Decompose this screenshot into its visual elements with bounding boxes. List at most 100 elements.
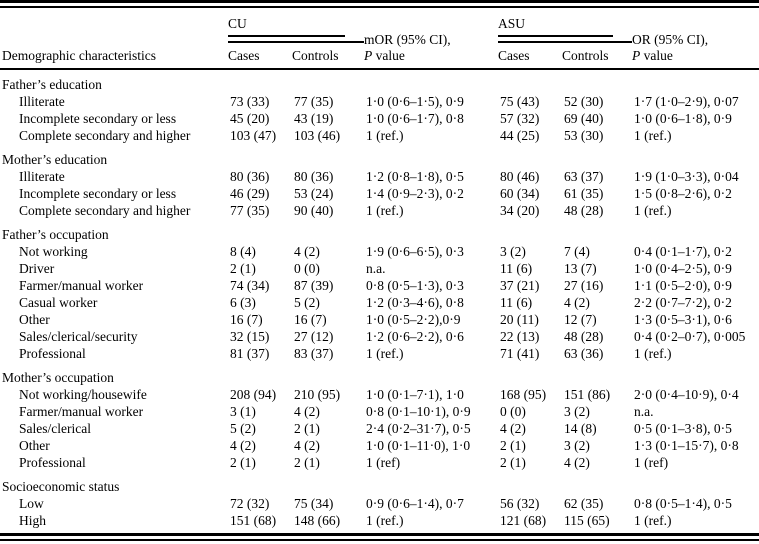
mor-cell: 1 (ref.) xyxy=(366,203,404,218)
asu-controls-header: Controls xyxy=(562,42,633,70)
section-row: Mother’s occupation xyxy=(0,362,759,386)
row-label: Casual worker xyxy=(19,295,98,310)
asu-controls-cell: 48 (28) xyxy=(564,203,604,218)
asu-cases-cell: 0 (0) xyxy=(500,404,526,419)
section-row: Socioeconomic status xyxy=(0,471,759,495)
table-row: Casual worker 6 (3) 5 (2) 1·2 (0·3–4·6), 0·… xyxy=(0,294,759,311)
table-body: Father’s education Illiterate 73 (33) 77 (3… xyxy=(0,69,759,533)
section-label: Mother’s occupation xyxy=(2,370,114,385)
row-label: Low xyxy=(19,496,44,511)
asu-cases-cell: 75 (43) xyxy=(500,94,540,109)
or-cell: 2·0 (0·4–10·9), 0·4 xyxy=(634,387,739,402)
or-cell: 0·4 (0·1–1·7), 0·2 xyxy=(634,244,732,259)
section-row: Father’s occupation xyxy=(0,219,759,243)
row-label: Sales/clerical xyxy=(19,421,91,436)
mor-cell: 1·4 (0·9–2·3), 0·2 xyxy=(366,186,464,201)
cu-controls-cell: 0 (0) xyxy=(294,261,320,276)
or-cell: 1 (ref.) xyxy=(634,513,672,528)
mor-cell: 1 (ref.) xyxy=(366,346,404,361)
mor-cell: 0·8 (0·1–10·1), 0·9 xyxy=(366,404,471,419)
cu-cases-header: Cases xyxy=(228,42,292,70)
asu-cases-cell: 22 (13) xyxy=(500,329,540,344)
or-cell: 2·2 (0·7–7·2), 0·2 xyxy=(634,295,732,310)
asu-cases-cell: 37 (21) xyxy=(500,278,540,293)
table-row: Farmer/manual worker 3 (1) 4 (2) 0·8 (0·1–1… xyxy=(0,403,759,420)
row-label: Not working xyxy=(19,244,88,259)
mor-cell: 1·2 (0·3–4·6), 0·8 xyxy=(366,295,464,310)
section-label: Socioeconomic status xyxy=(2,479,120,494)
table-row: Other 4 (2) 4 (2) 1·0 (0·1–11·0), 1·0 2 (1) 3… xyxy=(0,437,759,454)
cu-cases-cell: 103 (47) xyxy=(230,128,277,143)
asu-cases-cell: 57 (32) xyxy=(500,111,540,126)
mor-cell: 2·4 (0·2–31·7), 0·5 xyxy=(366,421,471,436)
asu-cases-cell: 71 (41) xyxy=(500,346,540,361)
asu-controls-cell: 63 (37) xyxy=(564,169,604,184)
cu-controls-cell: 148 (66) xyxy=(294,513,341,528)
cu-controls-cell: 77 (35) xyxy=(294,94,334,109)
table-row: Illiterate 80 (36) 80 (36) 1·2 (0·8–1·8), 0… xyxy=(0,168,759,185)
cu-controls-cell: 43 (19) xyxy=(294,111,334,126)
cu-cases-cell: 208 (94) xyxy=(230,387,277,402)
asu-cases-cell: 56 (32) xyxy=(500,496,540,511)
or-cell: 1·0 (0·6–1·8), 0·9 xyxy=(634,111,732,126)
table-row: High 151 (68) 148 (66) 1 (ref.) 121 (68) 115 … xyxy=(0,512,759,533)
cu-cases-cell: 46 (29) xyxy=(230,186,270,201)
or-cell: 0·8 (0·5–1·4), 0·5 xyxy=(634,496,732,511)
mor-cell: 0·9 (0·6–1·4), 0·7 xyxy=(366,496,464,511)
row-label: Professional xyxy=(19,346,86,361)
cu-cases-cell: 151 (68) xyxy=(230,513,277,528)
cu-cases-cell: 77 (35) xyxy=(230,203,270,218)
asu-cases-cell: 168 (95) xyxy=(500,387,547,402)
cu-controls-cell: 75 (34) xyxy=(294,496,334,511)
row-label: Complete secondary and higher xyxy=(19,128,191,143)
row-label: Driver xyxy=(19,261,55,276)
row-label: Other xyxy=(19,312,50,327)
asu-controls-cell: 61 (35) xyxy=(564,186,604,201)
mor-cell: n.a. xyxy=(366,261,386,276)
table-row: Other 16 (7) 16 (7) 1·0 (0·5–2·2),0·9 20 (11… xyxy=(0,311,759,328)
table-row: Low 72 (32) 75 (34) 0·9 (0·6–1·4), 0·7 56 (3… xyxy=(0,495,759,512)
cu-controls-cell: 87 (39) xyxy=(294,278,334,293)
asu-controls-cell: 12 (7) xyxy=(564,312,597,327)
asu-controls-cell: 115 (65) xyxy=(564,513,610,528)
cu-controls-cell: 4 (2) xyxy=(294,438,320,453)
cu-controls-cell: 103 (46) xyxy=(294,128,341,143)
section-row: Mother’s education xyxy=(0,144,759,168)
cu-cases-cell: 5 (2) xyxy=(230,421,256,436)
section-label: Father’s occupation xyxy=(2,227,109,242)
cu-controls-cell: 53 (24) xyxy=(294,186,334,201)
table-row: Incomplete secondary or less 45 (20) 43 (1… xyxy=(0,110,759,127)
asu-controls-cell: 52 (30) xyxy=(564,94,604,109)
cu-cases-cell: 6 (3) xyxy=(230,295,256,310)
asu-controls-cell: 151 (86) xyxy=(564,387,611,402)
cu-cases-cell: 3 (1) xyxy=(230,404,256,419)
row-label: Other xyxy=(19,438,50,453)
mor-cell: 1·0 (0·6–1·5), 0·9 xyxy=(366,94,464,109)
cu-controls-cell: 2 (1) xyxy=(294,455,320,470)
row-label: High xyxy=(19,513,46,528)
row-label: Sales/clerical/security xyxy=(19,329,138,344)
cu-cases-cell: 73 (33) xyxy=(230,94,270,109)
cu-controls-cell: 90 (40) xyxy=(294,203,334,218)
cu-controls-cell: 210 (95) xyxy=(294,387,341,402)
cu-controls-cell: 80 (36) xyxy=(294,169,334,184)
cu-cases-cell: 32 (15) xyxy=(230,329,270,344)
asu-controls-cell: 62 (35) xyxy=(564,496,604,511)
cu-controls-cell: 27 (12) xyxy=(294,329,334,344)
or-cell: 1·7 (1·0–2·9), 0·07 xyxy=(634,94,739,109)
cu-controls-cell: 83 (37) xyxy=(294,346,334,361)
asu-cases-cell: 44 (25) xyxy=(500,128,540,143)
asu-cases-cell: 11 (6) xyxy=(500,261,533,276)
cu-cases-cell: 74 (34) xyxy=(230,278,270,293)
table-row: Farmer/manual worker 74 (34) 87 (39) 0·8 (0… xyxy=(0,277,759,294)
mor-cell: 0·8 (0·5–1·3), 0·3 xyxy=(366,278,464,293)
or-cell: 1·3 (0·5–3·1), 0·6 xyxy=(634,312,732,327)
mor-cell: 1·0 (0·5–2·2),0·9 xyxy=(366,312,461,327)
asu-controls-cell: 13 (7) xyxy=(564,261,597,276)
section-row: Father’s education xyxy=(0,69,759,93)
or-cell: 1·0 (0·4–2·5), 0·9 xyxy=(634,261,732,276)
or-cell: 1·3 (0·1–15·7), 0·8 xyxy=(634,438,739,453)
table-row: Not working 8 (4) 4 (2) 1·9 (0·6–6·5), 0·3 3… xyxy=(0,243,759,260)
cu-cases-cell: 8 (4) xyxy=(230,244,256,259)
